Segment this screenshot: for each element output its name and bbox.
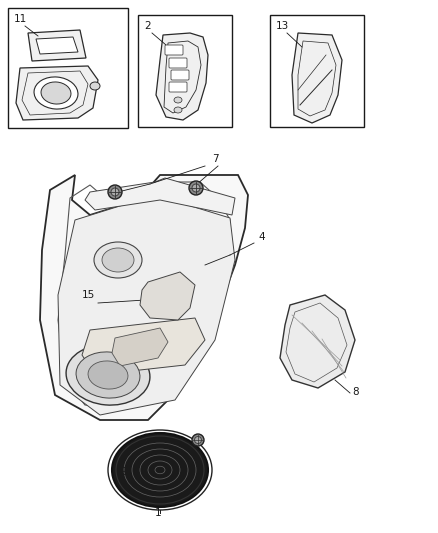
Ellipse shape: [174, 107, 182, 113]
Text: 1: 1: [155, 508, 161, 518]
Polygon shape: [58, 195, 235, 415]
Polygon shape: [156, 33, 208, 120]
FancyBboxPatch shape: [165, 45, 183, 55]
Ellipse shape: [94, 242, 142, 278]
Polygon shape: [140, 272, 195, 320]
Ellipse shape: [189, 181, 203, 195]
FancyBboxPatch shape: [171, 70, 189, 80]
Polygon shape: [36, 37, 78, 54]
Polygon shape: [16, 66, 98, 120]
Text: 4: 4: [258, 232, 265, 242]
Polygon shape: [85, 178, 235, 215]
Ellipse shape: [111, 188, 119, 196]
Ellipse shape: [194, 437, 201, 443]
Polygon shape: [40, 175, 248, 420]
Bar: [8, 8, 128, 128]
Ellipse shape: [76, 352, 140, 398]
Bar: [138, 15, 232, 127]
Text: 13: 13: [276, 21, 289, 31]
Text: 9: 9: [120, 467, 127, 477]
Text: 2: 2: [144, 21, 151, 31]
Ellipse shape: [66, 345, 150, 405]
Polygon shape: [280, 295, 355, 388]
Polygon shape: [82, 318, 205, 375]
Ellipse shape: [34, 77, 78, 109]
Ellipse shape: [90, 82, 100, 90]
Ellipse shape: [112, 433, 208, 507]
Text: 8: 8: [352, 387, 359, 397]
Ellipse shape: [192, 434, 204, 446]
Ellipse shape: [174, 97, 182, 103]
Ellipse shape: [41, 82, 71, 104]
Bar: [270, 15, 364, 127]
Text: 7: 7: [212, 154, 218, 164]
Ellipse shape: [102, 248, 134, 272]
Text: 15: 15: [82, 290, 95, 300]
Ellipse shape: [108, 185, 122, 199]
Text: 11: 11: [14, 14, 27, 24]
FancyBboxPatch shape: [169, 82, 187, 92]
Polygon shape: [112, 328, 168, 366]
Ellipse shape: [88, 361, 128, 389]
Polygon shape: [292, 33, 342, 123]
Polygon shape: [28, 30, 86, 61]
FancyBboxPatch shape: [169, 58, 187, 68]
Ellipse shape: [192, 184, 200, 192]
